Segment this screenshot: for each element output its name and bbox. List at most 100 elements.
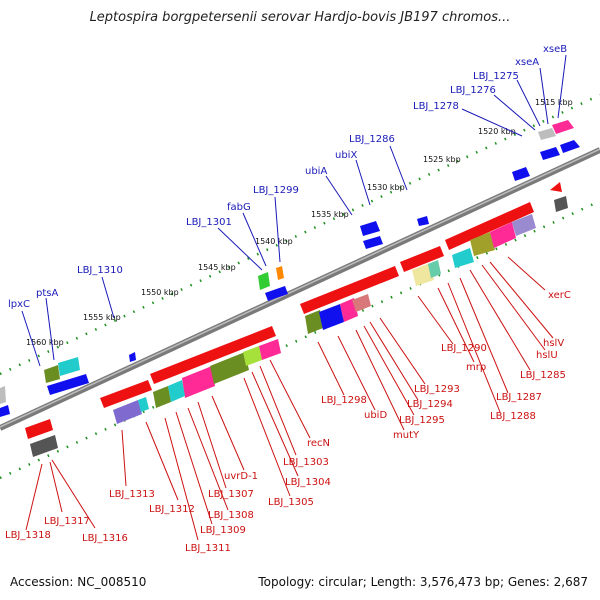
gene-arrow[interactable] [554, 196, 568, 212]
gene-label[interactable]: ubiA [305, 166, 327, 177]
gene-arrow[interactable] [243, 346, 262, 366]
gene-arrow[interactable] [512, 214, 536, 236]
gene-label[interactable]: LBJ_1278 [413, 101, 459, 112]
gene-label[interactable]: LBJ_1275 [473, 71, 519, 82]
gene-label[interactable]: xerC [548, 290, 571, 301]
gene-arrow[interactable] [300, 266, 399, 314]
kbp-label: 1530 kbp [367, 183, 405, 192]
gene-label[interactable]: LBJ_1317 [44, 516, 90, 527]
gene-label[interactable]: LBJ_1298 [321, 395, 367, 406]
gene-arrow[interactable] [428, 260, 441, 278]
gene-label[interactable]: ubiX [335, 150, 357, 161]
gene-label[interactable]: xseB [543, 44, 567, 55]
gene-arrow[interactable] [538, 128, 556, 140]
gene-label[interactable]: LBJ_1285 [520, 370, 566, 381]
gene-arrow[interactable] [276, 266, 284, 280]
kbp-label: 1560 kbp [26, 338, 64, 347]
gene-label[interactable]: LBJ_1295 [399, 415, 445, 426]
gene-arrow[interactable] [259, 339, 281, 360]
gene-label[interactable]: LBJ_1303 [283, 457, 329, 468]
gene-label[interactable]: ubiD [364, 410, 387, 421]
gene-label[interactable]: LBJ_1293 [414, 384, 460, 395]
gene-label[interactable]: xseA [515, 57, 539, 68]
gene-arrow[interactable] [305, 310, 323, 334]
gene-arrow[interactable] [138, 397, 149, 412]
gene-label[interactable]: LBJ_1310 [77, 265, 123, 276]
gene-arrow[interactable] [44, 365, 60, 383]
gene-label[interactable]: LBJ_1312 [149, 504, 195, 515]
gene-label[interactable]: LBJ_1287 [496, 392, 542, 403]
gene-label[interactable]: LBJ_1290 [441, 343, 487, 354]
gene-arrow[interactable] [100, 380, 152, 408]
kbp-label: 1535 kbp [311, 210, 349, 219]
gene-arrow[interactable] [47, 374, 89, 395]
gene-arrow[interactable] [153, 386, 171, 408]
gene-label[interactable]: LBJ_1313 [109, 489, 155, 500]
gene-arrow[interactable] [265, 286, 288, 301]
gene-arrow[interactable] [400, 246, 444, 272]
gene-arrow[interactable] [412, 263, 434, 286]
gene-label[interactable]: LBJ_1318 [5, 530, 51, 541]
gene-label[interactable]: hslV [543, 338, 564, 349]
gene-arrow[interactable] [360, 221, 380, 236]
gene-arrow[interactable] [550, 182, 562, 192]
kbp-label: 1515 kbp [535, 98, 573, 107]
gene-arrow[interactable] [113, 400, 142, 424]
gene-arrow[interactable] [445, 202, 534, 250]
gene-arrow[interactable] [182, 366, 215, 398]
gene-arrow[interactable] [363, 236, 383, 249]
reverse-gene-labels: xerC hslV hslU LBJ_1285 mrp LBJ_1287 LBJ… [5, 290, 571, 554]
gene-arrow[interactable] [58, 357, 80, 376]
gene-arrow[interactable] [258, 272, 270, 290]
gene-arrow[interactable] [129, 352, 136, 362]
gene-label[interactable]: LBJ_1299 [253, 185, 299, 196]
gene-label[interactable]: lpxC [8, 299, 30, 310]
gene-arrow[interactable] [0, 405, 10, 417]
gene-label[interactable]: mutY [393, 430, 420, 441]
kbp-label: 1540 kbp [255, 237, 293, 246]
gene-arrow[interactable] [25, 419, 53, 439]
gene-label[interactable]: LBJ_1288 [490, 411, 536, 422]
gene-label[interactable]: fabG [227, 202, 251, 213]
reverse-tick-track [0, 199, 600, 480]
forward-gene-labels: xseB xseA LBJ_1275 LBJ_1276 LBJ_1278 LBJ… [8, 44, 567, 310]
gene-label[interactable]: LBJ_1311 [185, 543, 231, 554]
gene-arrow[interactable] [470, 232, 495, 256]
gene-arrow[interactable] [417, 216, 429, 226]
gene-label[interactable]: mrp [466, 362, 486, 373]
gene-label[interactable]: LBJ_1286 [349, 134, 395, 145]
gene-arrow[interactable] [0, 386, 6, 404]
gene-label[interactable]: recN [307, 438, 330, 449]
gene-label[interactable]: LBJ_1305 [268, 497, 314, 508]
gene-arrow[interactable] [552, 120, 574, 134]
gene-label[interactable]: LBJ_1308 [208, 510, 254, 521]
gene-arrow[interactable] [150, 326, 276, 384]
gene-label[interactable]: LBJ_1301 [186, 217, 232, 228]
gene-label[interactable]: LBJ_1276 [450, 85, 496, 96]
gene-arrow[interactable] [168, 380, 185, 402]
gene-arrow[interactable] [319, 304, 344, 330]
accession-text: Accession: NC_008510 [10, 575, 147, 589]
kbp-label: 1525 kbp [423, 155, 461, 164]
map-title: Leptospira borgpetersenii serovar Hardjo… [89, 10, 511, 25]
gene-label[interactable]: ptsA [36, 288, 58, 299]
gene-label[interactable]: uvrD-1 [224, 471, 258, 482]
gene-arrow[interactable] [512, 167, 530, 181]
gene-arrow[interactable] [540, 147, 560, 160]
gene-arrow[interactable] [560, 140, 580, 153]
gene-arrow[interactable] [452, 248, 474, 268]
gene-arrow[interactable] [490, 222, 516, 248]
gene-label[interactable]: hslU [536, 350, 558, 361]
gene-label[interactable]: LBJ_1294 [407, 399, 453, 410]
gene-label[interactable]: LBJ_1309 [200, 525, 246, 536]
genome-summary: Topology: circular; Length: 3,576,473 bp… [258, 575, 588, 589]
forward-features [0, 120, 580, 417]
kbp-label: 1550 kbp [141, 288, 179, 297]
gene-label[interactable]: LBJ_1307 [208, 489, 254, 500]
gene-arrow[interactable] [352, 294, 371, 312]
kbp-label: 1555 kbp [83, 313, 121, 322]
gene-arrow[interactable] [210, 352, 249, 384]
gene-arrow[interactable] [30, 435, 58, 457]
gene-label[interactable]: LBJ_1316 [82, 533, 128, 544]
gene-label[interactable]: LBJ_1304 [285, 477, 331, 488]
